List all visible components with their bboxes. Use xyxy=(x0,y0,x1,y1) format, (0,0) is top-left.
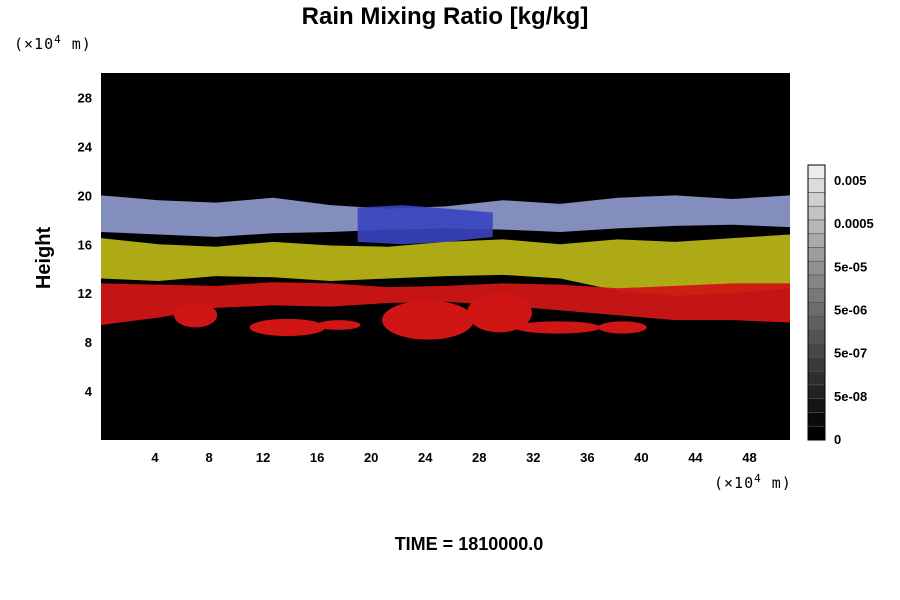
colorbar-swatch xyxy=(807,164,826,180)
rain-patch xyxy=(514,321,601,334)
y-tick-label: 16 xyxy=(78,237,92,252)
y-ticks: 4 8 12 16 20 24 28 xyxy=(78,90,93,399)
x-tick-label: 12 xyxy=(256,450,270,465)
colorbar-label: 5e-06 xyxy=(834,303,867,318)
colorbar-swatch xyxy=(807,357,826,372)
x-tick-label: 4 xyxy=(151,450,159,465)
y-unit-label: (×104 m) xyxy=(14,33,92,53)
colorbar-label: 5e-07 xyxy=(834,346,867,361)
rain-patch xyxy=(382,300,474,340)
colorbar-swatch xyxy=(807,192,826,207)
x-ticks: 4 8 12 16 20 24 28 32 36 40 44 48 xyxy=(151,450,756,465)
x-tick-label: 8 xyxy=(205,450,212,465)
colorbar-swatch xyxy=(807,302,826,317)
colorbar-swatch xyxy=(807,274,826,290)
rain-patch xyxy=(249,318,326,337)
y-tick-label: 12 xyxy=(78,286,92,301)
colorbar-label: 0.005 xyxy=(834,173,867,188)
colorbar-swatch xyxy=(807,219,826,235)
x-unit-label: (×104 m) xyxy=(714,472,792,492)
colorbar-label: 5e-05 xyxy=(834,259,867,274)
y-axis-label: Height xyxy=(33,227,55,290)
y-unit-prefix: (×10 xyxy=(14,35,54,53)
colorbar-swatch xyxy=(807,260,826,276)
colorbar-label: 0 xyxy=(834,432,841,447)
x-tick-label: 28 xyxy=(472,450,486,465)
x-unit-exp: 4 xyxy=(754,472,762,485)
y-unit-exp: 4 xyxy=(54,33,62,46)
colorbar-swatch xyxy=(807,329,826,345)
rain-patch xyxy=(598,321,647,334)
colorbar-labels: 0.005 0.0005 5e-05 5e-06 5e-07 5e-08 0 xyxy=(834,173,874,447)
x-tick-label: 20 xyxy=(364,450,378,465)
y-tick-label: 20 xyxy=(78,188,92,203)
colorbar-swatch xyxy=(807,343,826,358)
y-unit-suffix: m) xyxy=(62,35,92,53)
colorbar-swatch xyxy=(807,425,826,441)
colorbar-swatch xyxy=(807,205,826,221)
y-tick-label: 24 xyxy=(78,139,93,154)
colorbar-swatch xyxy=(807,288,826,303)
time-label: TIME = 1810000.0 xyxy=(395,534,544,554)
colorbar-swatch xyxy=(807,412,826,427)
colorbar-swatch xyxy=(807,178,826,193)
x-tick-label: 36 xyxy=(580,450,594,465)
x-tick-label: 44 xyxy=(688,450,703,465)
rain-patch xyxy=(317,320,361,330)
layer-red xyxy=(101,282,790,326)
colorbar-swatch xyxy=(807,370,826,386)
x-tick-label: 48 xyxy=(742,450,756,465)
colorbar-frame xyxy=(807,164,826,441)
y-tick-label: 28 xyxy=(78,90,92,105)
colorbar-swatch xyxy=(807,398,826,413)
chart-title: Rain Mixing Ratio [kg/kg] xyxy=(302,3,589,30)
field-layers xyxy=(101,195,790,340)
colorbar-swatch xyxy=(807,233,826,248)
rain-patch xyxy=(173,302,218,328)
layer-yellow xyxy=(101,234,790,296)
y-tick-label: 8 xyxy=(85,335,92,350)
x-tick-label: 24 xyxy=(418,450,433,465)
x-tick-label: 16 xyxy=(310,450,324,465)
x-unit-suffix: m) xyxy=(762,474,792,492)
x-tick-label: 32 xyxy=(526,450,540,465)
y-tick-label: 4 xyxy=(85,384,93,399)
colorbar xyxy=(807,164,826,441)
colorbar-label: 5e-08 xyxy=(834,389,867,404)
colorbar-label: 0.0005 xyxy=(834,216,874,231)
x-tick-label: 40 xyxy=(634,450,648,465)
colorbar-swatch xyxy=(807,315,826,331)
layer-blue-core xyxy=(357,205,493,245)
colorbar-swatch xyxy=(807,247,826,262)
rain-patch xyxy=(467,293,532,333)
colorbar-swatch xyxy=(807,384,826,400)
x-unit-prefix: (×10 xyxy=(714,474,754,492)
